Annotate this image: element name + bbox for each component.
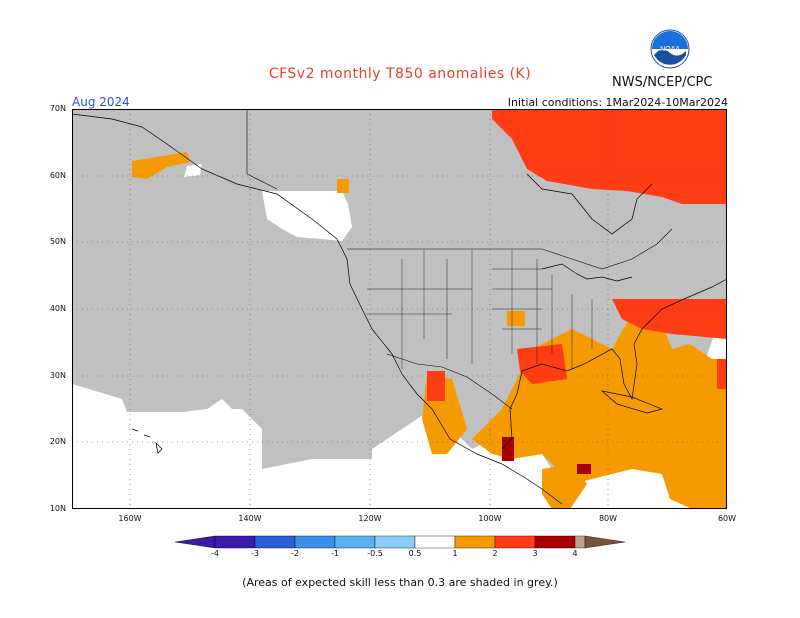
border-alaska <box>246 109 278 190</box>
cuba-island <box>600 390 664 414</box>
lon-label-100w: 100W <box>478 514 502 523</box>
page-title: CFSv2 monthly T850 anomalies (K) <box>268 66 532 82</box>
colorbar-bin-high <box>584 535 625 549</box>
initial-conditions: Initial conditions: 1Mar2024-10Mar2024 <box>507 96 728 109</box>
colorbar-bin <box>574 535 586 549</box>
colorbar-bin <box>494 535 536 549</box>
noaa-logo: NOAA <box>650 29 690 69</box>
colorbar-bin <box>454 535 496 549</box>
lat-label-10n: 10N <box>49 504 66 513</box>
anomaly-map <box>72 109 727 509</box>
lon-label-60w: 60W <box>717 514 737 523</box>
footnote: (Areas of expected skill less than 0.3 a… <box>242 576 558 589</box>
colorbar-bin <box>414 535 456 549</box>
lat-label-20n: 20N <box>49 437 66 446</box>
colorbar-bin <box>534 535 576 549</box>
border-us-mexico <box>386 353 513 410</box>
colorbar-label: -2 <box>291 549 299 558</box>
red-canada-north <box>492 109 727 204</box>
lon-label-120w: 120W <box>358 514 382 523</box>
lat-label-70n: 70N <box>49 104 66 113</box>
darkred-mexico <box>577 464 591 474</box>
colorbar-bin-low <box>175 535 216 549</box>
coastline-hudson-bay <box>526 173 653 235</box>
colorbar-bin <box>374 535 416 549</box>
colorbar-label: 0.5 <box>408 549 422 558</box>
colorbar-label: -4 <box>211 549 219 558</box>
orange-bc <box>337 179 349 193</box>
colorbar-label: 4 <box>572 549 578 558</box>
red-mexico <box>427 371 445 401</box>
lat-label-60n: 60N <box>49 171 66 180</box>
hawaii-islands <box>131 428 163 454</box>
colorbar-label: -1 <box>331 549 339 558</box>
lat-lon-grid <box>72 109 727 509</box>
lat-label-50n: 50N <box>49 237 66 246</box>
orange-alaska <box>132 152 190 179</box>
colorbar-bin <box>294 535 336 549</box>
colorbar-bin <box>254 535 296 549</box>
agency-label: NWS/NCEP/CPC <box>612 75 713 90</box>
forecast-month: Aug 2024 <box>72 95 130 109</box>
lon-label-160w: 160W <box>118 514 142 523</box>
logo-text: NOAA <box>660 46 680 53</box>
colorbar <box>175 535 625 549</box>
white-area-pacific-nw <box>262 191 352 241</box>
darkred-central-america <box>502 437 514 461</box>
map-frame <box>72 109 727 509</box>
red-atlantic-east <box>717 359 727 389</box>
colorbar-label: 2 <box>492 549 498 558</box>
lat-label-30n: 30N <box>49 371 66 380</box>
lon-label-140w: 140W <box>238 514 262 523</box>
white-area-alaska <box>184 164 202 177</box>
orange-central-us <box>507 311 525 326</box>
border-us-canada <box>347 228 673 270</box>
colorbar-label: -0.5 <box>367 549 383 558</box>
red-gulf-east-coast <box>612 299 727 339</box>
great-lakes <box>541 263 633 282</box>
colorbar-bin <box>334 535 376 549</box>
colorbar-label: 1 <box>452 549 458 558</box>
colorbar-bin <box>214 535 256 549</box>
colorbar-label: -3 <box>251 549 259 558</box>
lon-label-80w: 80W <box>598 514 618 523</box>
colorbar-label: 3 <box>532 549 538 558</box>
lat-label-40n: 40N <box>49 304 66 313</box>
